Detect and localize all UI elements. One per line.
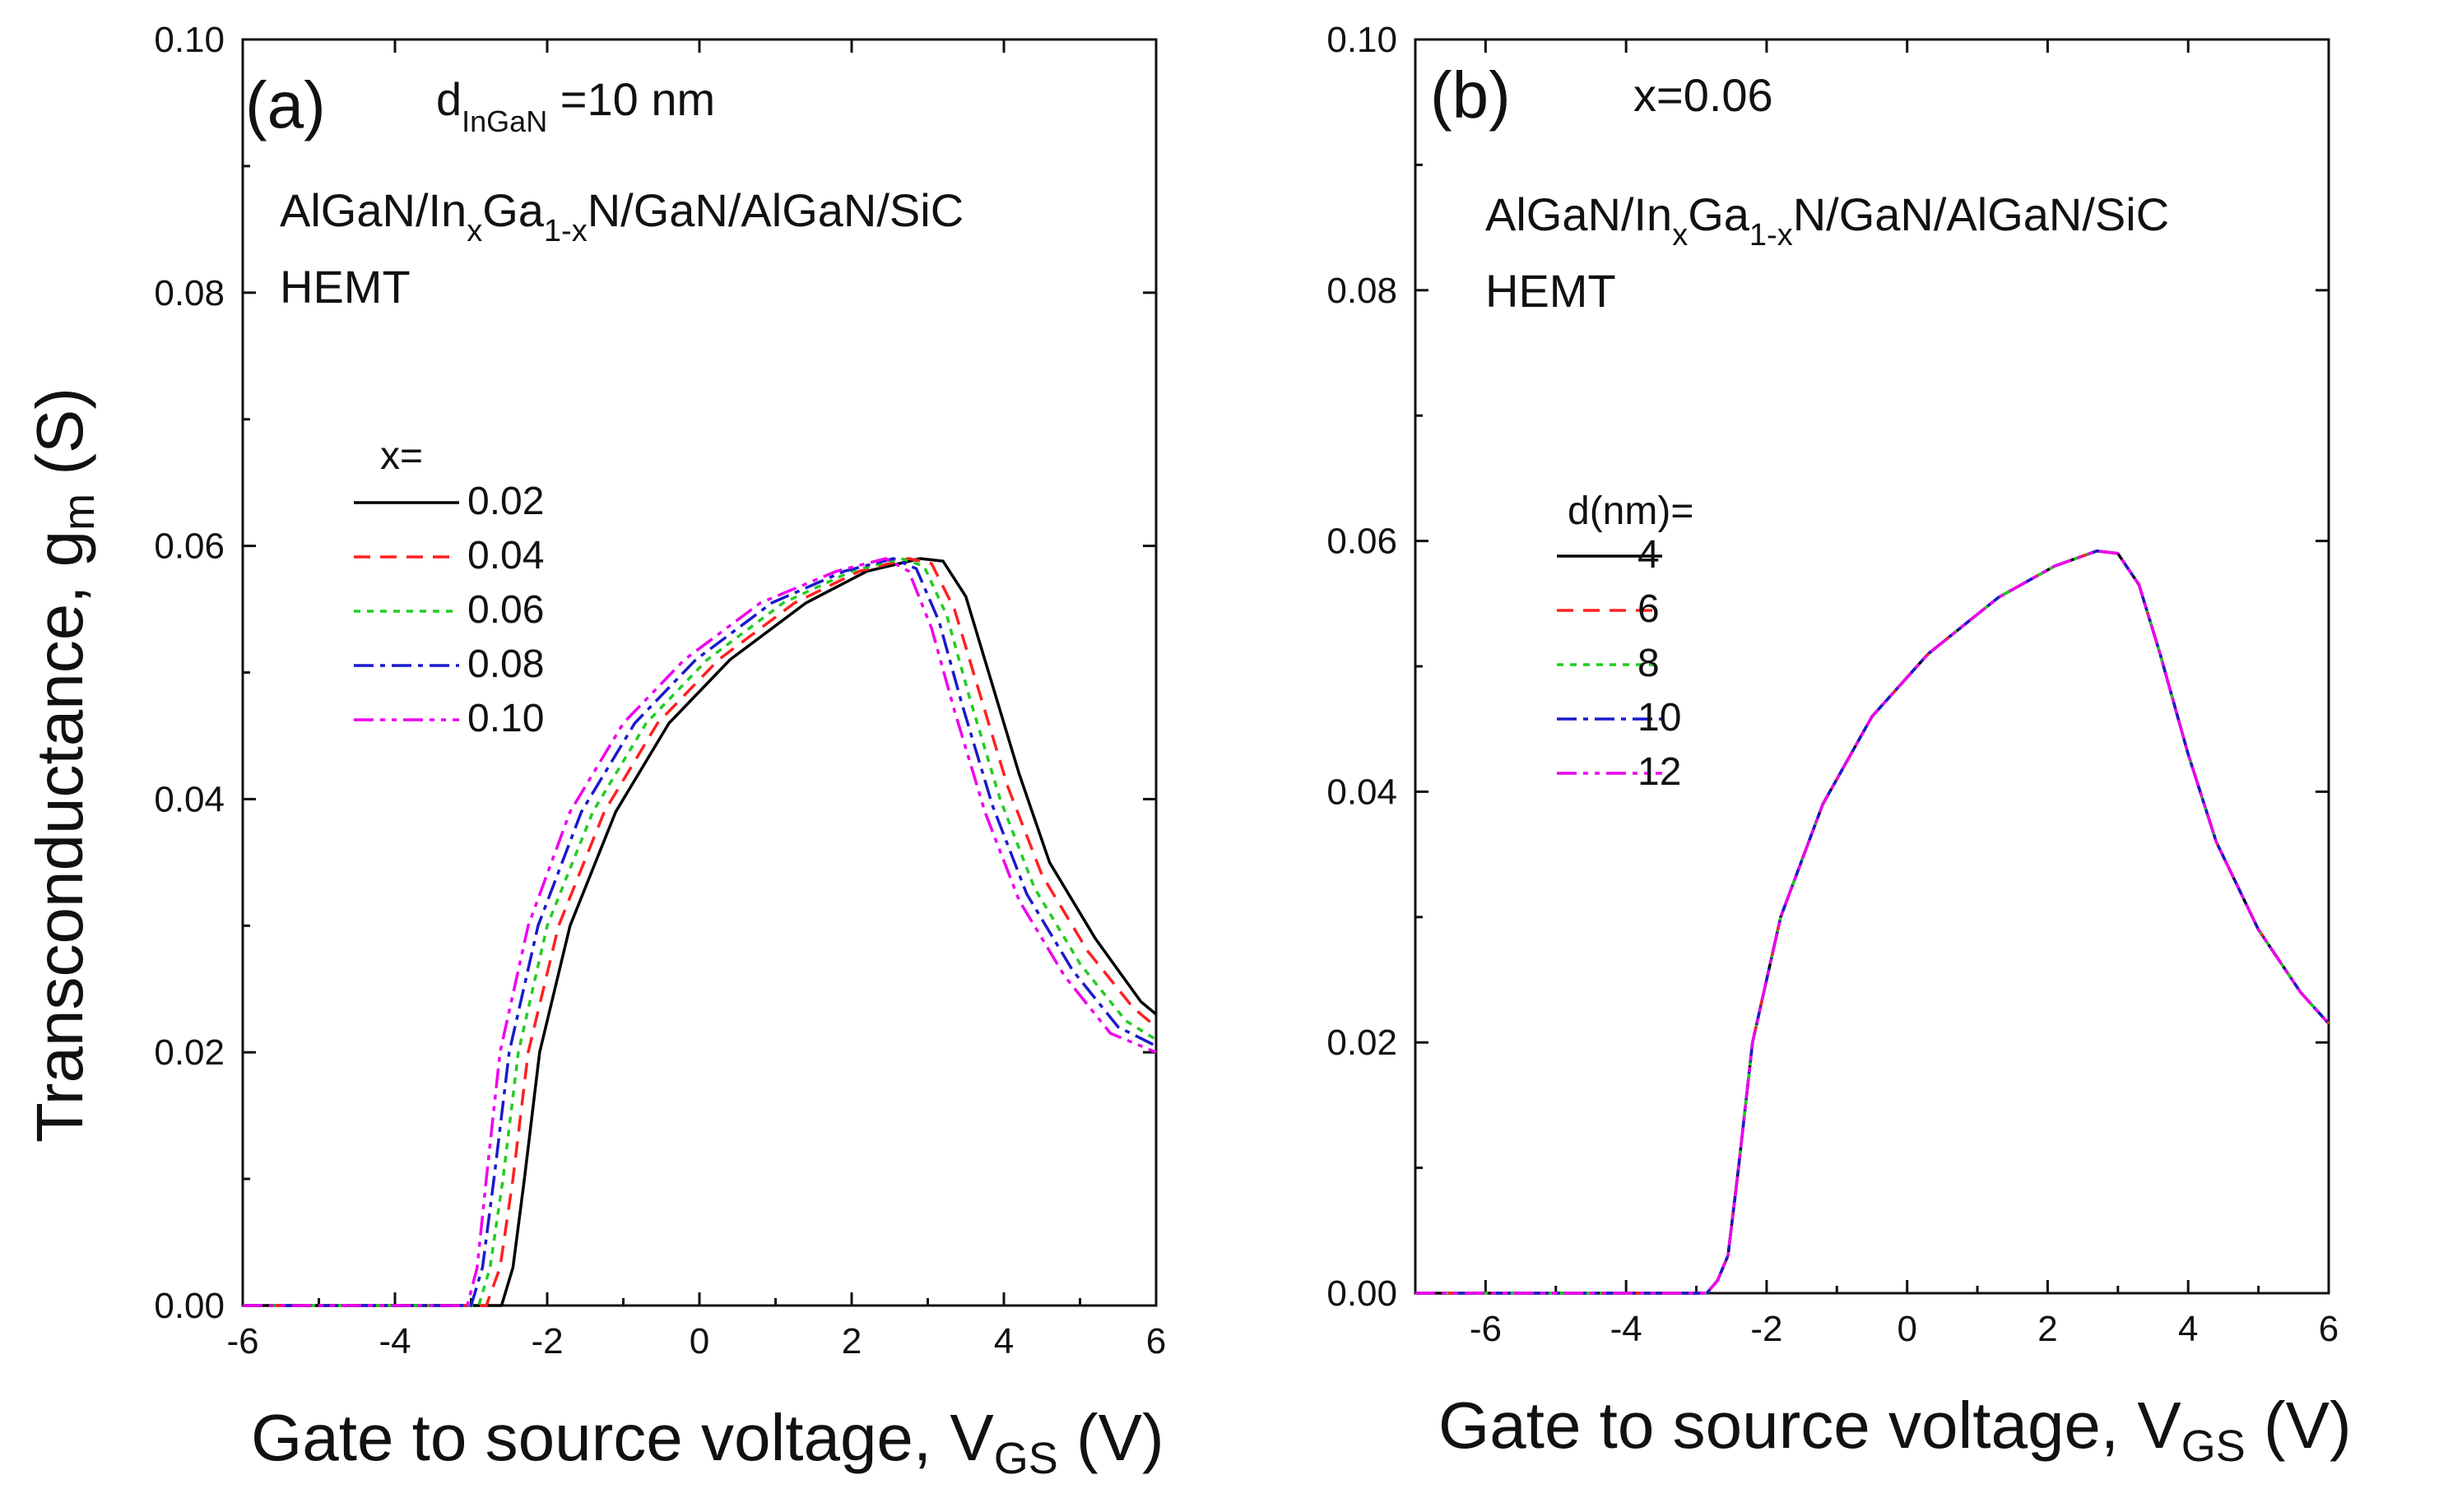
panel-b-structure: AlGaN/InxGa1-xN/GaN/AlGaN/SiC <box>1485 188 2169 253</box>
panel-b-series-line <box>1415 550 2330 1295</box>
panel-a-label: (a) <box>245 68 326 141</box>
panel-b-legend-label: 10 <box>1637 696 1681 740</box>
panel-b-legend-label: 8 <box>1637 642 1660 685</box>
panel-a-series-line <box>243 557 1157 1307</box>
panel-b-title: x=0.06 <box>1633 69 1773 121</box>
panel-a-x-axis-title: Gate to source voltage, VGS (V) <box>251 1401 1164 1483</box>
panel-b-x-tick-label: 0 <box>1897 1309 1916 1349</box>
panel-a-legend-title: x= <box>380 434 423 478</box>
panel-a-legend-label: 0.06 <box>467 588 544 632</box>
panel-a-structure: AlGaN/InxGa1-xN/GaN/AlGaN/SiC <box>280 184 964 248</box>
panel-b-series-line <box>1415 550 2330 1295</box>
panel-b-x-tick-label: 6 <box>2319 1309 2339 1349</box>
panel-a-y-tick-label: 0.02 <box>154 1032 225 1073</box>
panel-b-x-tick-label: -6 <box>1470 1309 1502 1349</box>
panel-a-ticks: -6 -4 -2 0 2 4 6 0.00 0.02 0.04 0.06 0.08 0.10 <box>154 20 1166 1361</box>
panel-a-legend-label: 0.04 <box>467 534 544 577</box>
panel-b-legend-label: 6 <box>1637 587 1660 631</box>
panel-a-legend-label: 0.02 <box>467 480 544 523</box>
panel-a-x-tick-label: -2 <box>531 1321 563 1361</box>
panel-a-x-tick-label: 2 <box>842 1321 862 1361</box>
panel-b-y-tick-label: 0.10 <box>1326 20 1397 60</box>
panel-b-y-tick-label: 0.02 <box>1326 1023 1397 1063</box>
panel-b-y-tick-label: 0.00 <box>1326 1273 1397 1314</box>
panel-a-curves <box>243 557 1158 1307</box>
panel-a: -6 -4 -2 0 2 4 6 0.00 0.02 0.04 0.06 0.08 0.10 (a) d… <box>154 20 1166 1361</box>
panel-a-series-line <box>243 557 1157 1307</box>
panel-a-y-tick-label: 0.06 <box>154 526 225 567</box>
panel-b-legend-title: d(nm)= <box>1568 489 1693 533</box>
panel-a-title: dInGaN =10 nm <box>436 73 715 138</box>
panel-b-series-line <box>1415 550 2330 1295</box>
panel-a-series-line <box>243 557 1158 1307</box>
panel-a-x-tick-label: 4 <box>994 1321 1014 1361</box>
panel-b-y-tick-label: 0.06 <box>1326 522 1397 562</box>
panel-b-y-tick-label: 0.04 <box>1326 772 1397 812</box>
panel-a-x-tick-label: -6 <box>226 1321 258 1361</box>
panel-a-series-line <box>243 557 1158 1307</box>
panel-a-y-tick-label: 0.10 <box>154 20 225 60</box>
panel-a-x-tick-label: 0 <box>690 1321 709 1361</box>
panel-b-device: HEMT <box>1485 265 1616 317</box>
panel-a-y-tick-label: 0.04 <box>154 779 225 819</box>
panel-b-legend: d(nm)= 4 6 8 10 12 <box>1557 489 1693 794</box>
panel-b-x-tick-label: -2 <box>1750 1309 1782 1349</box>
panel-a-legend-label: 0.10 <box>467 697 544 740</box>
panel-b-x-tick-label: 2 <box>2037 1309 2057 1349</box>
panel-b-x-tick-label: 4 <box>2178 1309 2198 1349</box>
panel-a-y-tick-label: 0.00 <box>154 1286 225 1326</box>
panel-b-series-line <box>1415 550 2330 1295</box>
panel-b-curves <box>1415 550 2330 1295</box>
panel-b-legend-label: 12 <box>1637 750 1681 794</box>
panel-b-legend-label: 4 <box>1637 533 1660 577</box>
panel-b-ticks: -6 -4 -2 0 2 4 6 0.00 0.02 0.04 0.06 0.08 0.10 <box>1326 20 2339 1349</box>
panel-a-x-tick-label: -4 <box>379 1321 411 1361</box>
y-axis-title: Transconductance, gm (S) <box>23 387 104 1143</box>
panel-a-legend-label: 0.08 <box>467 642 544 686</box>
panel-b-x-axis-title: Gate to source voltage, VGS (V) <box>1438 1389 2352 1471</box>
panel-b: -6 -4 -2 0 2 4 6 0.00 0.02 0.04 0.06 0.08 0.10 (b) x… <box>1326 20 2339 1349</box>
panel-b-label: (b) <box>1430 58 1511 132</box>
panel-b-y-tick-label: 0.08 <box>1326 271 1397 311</box>
panel-a-legend: x= 0.02 0.04 0.06 0.08 0.10 <box>354 434 544 740</box>
panel-a-x-tick-label: 6 <box>1146 1321 1166 1361</box>
panel-a-y-tick-label: 0.08 <box>154 273 225 313</box>
panel-a-series-line <box>243 557 1157 1307</box>
panel-b-x-tick-label: -4 <box>1610 1309 1642 1349</box>
panel-b-series-line <box>1415 550 2330 1295</box>
panel-a-device: HEMT <box>280 261 411 313</box>
